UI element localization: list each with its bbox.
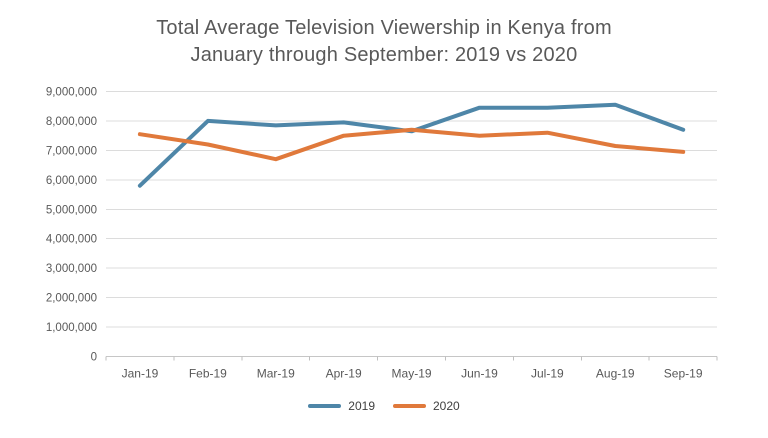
x-axis-tick-label: Feb-19 [189,367,227,381]
chart-legend: 2019 2020 [0,397,768,415]
legend-item-2020: 2020 [393,400,460,412]
x-axis-tick-label: May-19 [392,367,432,381]
y-axis-tick-label: 0 [91,352,97,364]
y-axis-tick-label: 8,000,000 [46,116,97,128]
chart-title: Total Average Television Viewership in K… [0,15,768,69]
y-axis-tick-label: 9,000,000 [46,87,97,99]
y-axis-tick-label: 7,000,000 [46,145,97,157]
legend-label-2019: 2019 [348,399,375,413]
y-axis-tick-label: 1,000,000 [46,322,97,334]
series-line-2020 [137,127,686,162]
y-axis-tick-label: 6,000,000 [46,175,97,187]
x-axis-tick-label: Jan-19 [122,367,159,381]
chart-title-line-2: January through September: 2019 vs 2020 [190,44,578,66]
x-axis-tick-label: Sep-19 [664,367,703,381]
legend-item-2019: 2019 [308,400,375,412]
legend-label-2020: 2020 [433,399,460,413]
legend-line-swatch-2019 [308,404,342,408]
legend-line-swatch-2020 [393,404,426,408]
x-axis-tick-label: Apr-19 [326,367,362,381]
y-axis-tick-label: 5,000,000 [46,204,97,216]
x-axis-tick-label: Aug-19 [596,367,635,381]
chart-title-line-1: Total Average Television Viewership in K… [156,17,612,39]
x-axis-tick-label: Jul-19 [531,367,564,381]
y-axis-tick-label: 4,000,000 [46,234,97,246]
x-axis-tick-label: Mar-19 [257,367,295,381]
y-axis-tick-label: 2,000,000 [46,293,97,305]
y-axis-tick-label: 3,000,000 [46,263,97,275]
x-axis-tick-label: Jun-19 [461,367,498,381]
